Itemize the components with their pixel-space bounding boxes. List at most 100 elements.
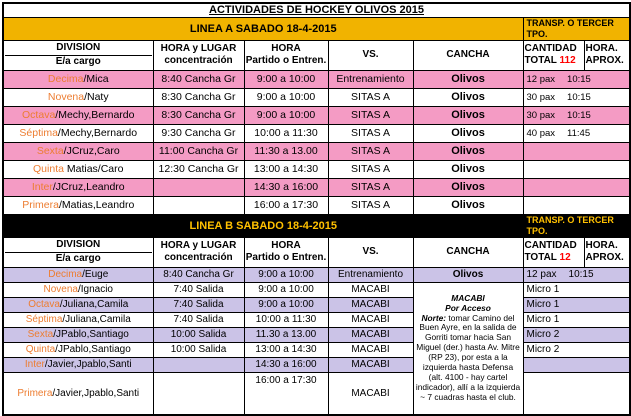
cell-transporte[interactable]: 12 pax 10:15 xyxy=(522,266,631,283)
cell-transporte[interactable]: Micro 2 xyxy=(522,341,631,358)
cell-vs[interactable]: MACABI xyxy=(327,341,414,358)
cell-division[interactable]: Decima/Euge xyxy=(2,266,154,283)
cell-partido[interactable]: 9:00 a 10:00 xyxy=(243,281,329,298)
cell-division[interactable]: Inter/Javier,Jpablo,Santi xyxy=(2,356,154,373)
cell-division[interactable]: Novena/Naty xyxy=(2,87,154,107)
cell-concentracion[interactable]: 7:40 Salida xyxy=(152,311,245,328)
cell-partido[interactable]: 11.30 a 13.00 xyxy=(243,326,329,343)
cell-concentracion[interactable]: 8:30 Cancha Gr xyxy=(152,87,245,107)
cell-vs[interactable]: MACABI xyxy=(327,281,414,298)
cell-partido[interactable]: 9:00 a 10:00 xyxy=(243,266,329,283)
cell-transporte[interactable]: 40 pax 11:45 xyxy=(522,123,631,143)
cell-partido[interactable]: 10:00 a 11:30 xyxy=(243,123,329,143)
header-hora-aprox-cell[interactable]: HORA. APROX. xyxy=(583,236,631,268)
cell-vs[interactable]: MACABI xyxy=(327,311,414,328)
cell-partido[interactable]: 9:00 a 10:00 xyxy=(243,296,329,313)
cell-vs[interactable]: SITAS A xyxy=(327,123,414,143)
cell-division[interactable]: Novena/Ignacio xyxy=(2,281,154,298)
header-cantidad-cell[interactable]: CANTIDAD TOTAL 12 xyxy=(522,236,585,268)
page-title[interactable]: ACTIVIDADES DE HOCKEY OLIVOS 2015 xyxy=(2,2,631,18)
cell-division[interactable]: Séptima/Juliana,Camila xyxy=(2,311,154,328)
cell-partido[interactable]: 14:30 a 16:00 xyxy=(243,356,329,373)
cell-division[interactable]: Primera/Javier,Jpablo,Santi xyxy=(2,371,154,416)
header-partido-cell[interactable]: HORA Partido o Entren. xyxy=(243,39,329,71)
cell-partido[interactable]: 9:00 a 10:00 xyxy=(243,69,329,89)
cell-concentracion[interactable]: 11:00 Cancha Gr xyxy=(152,141,245,161)
cell-concentracion[interactable] xyxy=(152,177,245,197)
cell-cancha[interactable]: Olivos xyxy=(412,123,524,143)
cell-division[interactable]: Sexta/JCruz,Caro xyxy=(2,141,154,161)
cell-vs[interactable]: SITAS A xyxy=(327,141,414,161)
cell-transporte[interactable]: Micro 1 xyxy=(522,281,631,298)
header-division-cell[interactable]: DIVISION E/a cargo xyxy=(2,236,154,268)
cell-concentracion[interactable] xyxy=(152,371,245,416)
cell-division[interactable]: Séptima/Mechy,Bernardo xyxy=(2,123,154,143)
cell-vs[interactable]: SITAS A xyxy=(327,105,414,125)
cell-transporte[interactable]: Micro 1 xyxy=(522,311,631,328)
cell-partido[interactable]: 13:00 a 14:30 xyxy=(243,341,329,358)
cell-partido[interactable]: 13:00 a 14:30 xyxy=(243,159,329,179)
section-a-banner-label[interactable]: LINEA A SABADO 18-4-2015 xyxy=(2,16,524,41)
cell-concentracion[interactable] xyxy=(152,195,245,215)
cell-vs[interactable]: Entrenamiento xyxy=(327,69,414,89)
cell-vs[interactable]: SITAS A xyxy=(327,87,414,107)
cell-transporte[interactable]: 30 pax 10:15 xyxy=(522,87,631,107)
cell-vs[interactable]: MACABI xyxy=(327,356,414,373)
cell-cancha[interactable]: Olivos xyxy=(412,177,524,197)
cell-vs[interactable]: MACABI xyxy=(327,326,414,343)
cell-partido[interactable]: 16:00 a 17:30 xyxy=(243,371,329,416)
cell-vs[interactable]: SITAS A xyxy=(327,177,414,197)
cell-division[interactable]: Quinta/JPablo,Santiago xyxy=(2,341,154,358)
cell-transporte[interactable] xyxy=(522,371,631,416)
header-concentracion-cell[interactable]: HORA y LUGAR concentración xyxy=(152,39,245,71)
cell-transporte[interactable]: 30 pax 10:15 xyxy=(522,105,631,125)
cell-cancha[interactable]: Olivos xyxy=(412,266,524,283)
header-concentracion-cell[interactable]: HORA y LUGAR concentración xyxy=(152,236,245,268)
header-vs-cell[interactable]: VS. xyxy=(327,236,414,268)
cell-partido[interactable]: 14:30 a 16:00 xyxy=(243,177,329,197)
cell-concentracion[interactable]: 7:40 Salida xyxy=(152,281,245,298)
header-vs-cell[interactable]: VS. xyxy=(327,39,414,71)
cell-cancha[interactable]: Olivos xyxy=(412,69,524,89)
cell-division[interactable]: Sexta/JPablo,Santiago xyxy=(2,326,154,343)
cell-transporte[interactable] xyxy=(522,159,631,179)
cell-division[interactable]: Primera/Matias,Leandro xyxy=(2,195,154,215)
cell-transporte[interactable] xyxy=(522,356,631,373)
cell-cancha[interactable]: Olivos xyxy=(412,141,524,161)
cell-partido[interactable]: 9:00 a 10:00 xyxy=(243,87,329,107)
cell-transporte[interactable] xyxy=(522,195,631,215)
cell-division[interactable]: Octava/Juliana,Camila xyxy=(2,296,154,313)
cell-vs[interactable]: MACABI xyxy=(327,371,414,416)
cell-transporte[interactable] xyxy=(522,141,631,161)
cell-concentracion[interactable]: 10:00 Salida xyxy=(152,326,245,343)
cell-cancha-directions[interactable]: MACABI Por Acceso Norte: tomar Camino del … xyxy=(412,281,524,416)
cell-transporte[interactable]: Micro 1 xyxy=(522,296,631,313)
cell-division[interactable]: Quinta Matias/Caro xyxy=(2,159,154,179)
cell-concentracion[interactable]: 10:00 Salida xyxy=(152,341,245,358)
cell-partido[interactable]: 9:00 a 10:00 xyxy=(243,105,329,125)
cell-cancha[interactable]: Olivos xyxy=(412,105,524,125)
cell-cancha[interactable]: Olivos xyxy=(412,159,524,179)
cell-transporte[interactable]: 12 pax 10:15 xyxy=(522,69,631,89)
header-partido-cell[interactable]: HORA Partido o Entren. xyxy=(243,236,329,268)
header-cancha-cell[interactable]: CANCHA xyxy=(412,39,524,71)
header-cantidad-cell[interactable]: CANTIDAD TOTAL 112 xyxy=(522,39,585,71)
cell-cancha[interactable]: Olivos xyxy=(412,87,524,107)
section-b-banner-label[interactable]: LINEA B SABADO 18-4-2015 xyxy=(2,213,524,238)
cell-partido[interactable]: 11:30 a 13.00 xyxy=(243,141,329,161)
cell-division[interactable]: Octava/Mechy,Bernardo xyxy=(2,105,154,125)
cell-concentracion[interactable] xyxy=(152,356,245,373)
cell-vs[interactable]: Entrenamiento xyxy=(327,266,414,283)
cell-vs[interactable]: SITAS A xyxy=(327,195,414,215)
cell-division[interactable]: Inter/JCruz,Leandro xyxy=(2,177,154,197)
cell-transporte[interactable]: Micro 2 xyxy=(522,326,631,343)
header-hora-aprox-cell[interactable]: HORA. APROX. xyxy=(583,39,631,71)
section-b-banner-transp[interactable]: TRANSP. O TERCER TPO. xyxy=(522,213,631,238)
cell-concentracion[interactable]: 8:30 Cancha Gr xyxy=(152,105,245,125)
cell-partido[interactable]: 10:00 a 11:30 xyxy=(243,311,329,328)
header-division-cell[interactable]: DIVISION E/a cargo xyxy=(2,39,154,71)
cell-concentracion[interactable]: 9:30 Cancha Gr xyxy=(152,123,245,143)
header-cancha-cell[interactable]: CANCHA xyxy=(412,236,524,268)
cell-vs[interactable]: SITAS A xyxy=(327,159,414,179)
cell-vs[interactable]: MACABI xyxy=(327,296,414,313)
